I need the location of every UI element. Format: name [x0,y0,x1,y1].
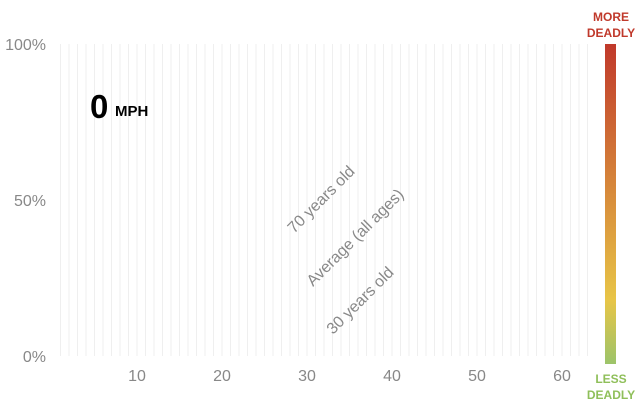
x-tick-label: 20 [213,368,231,385]
x-tick-label: 10 [128,368,146,385]
y-axis: 0% 50% 100% [5,37,46,366]
series-label-30-years-old: 30 years old [324,264,398,338]
colorbar-top-label-2: DEADLY [587,26,635,40]
vertical-grid [60,44,588,356]
y-tick-label: 100% [5,37,46,54]
x-axis: 10 20 30 40 50 60 [128,368,571,385]
speed-unit: MPH [115,103,148,120]
x-tick-label: 50 [468,368,486,385]
colorbar-bottom-label-1: LESS [595,372,626,386]
x-tick-label: 60 [553,368,571,385]
series-label-70-years-old: 70 years old [285,163,359,237]
deadliness-colorbar [605,44,616,364]
colorbar-bottom-label-2: DEADLY [587,388,635,402]
y-tick-label: 50% [14,193,46,210]
x-tick-label: 40 [383,368,401,385]
y-tick-label: 0% [23,349,46,366]
x-tick-label: 30 [298,368,316,385]
speed-value: 0 [90,88,108,125]
colorbar-top-label-1: MORE [593,10,629,24]
